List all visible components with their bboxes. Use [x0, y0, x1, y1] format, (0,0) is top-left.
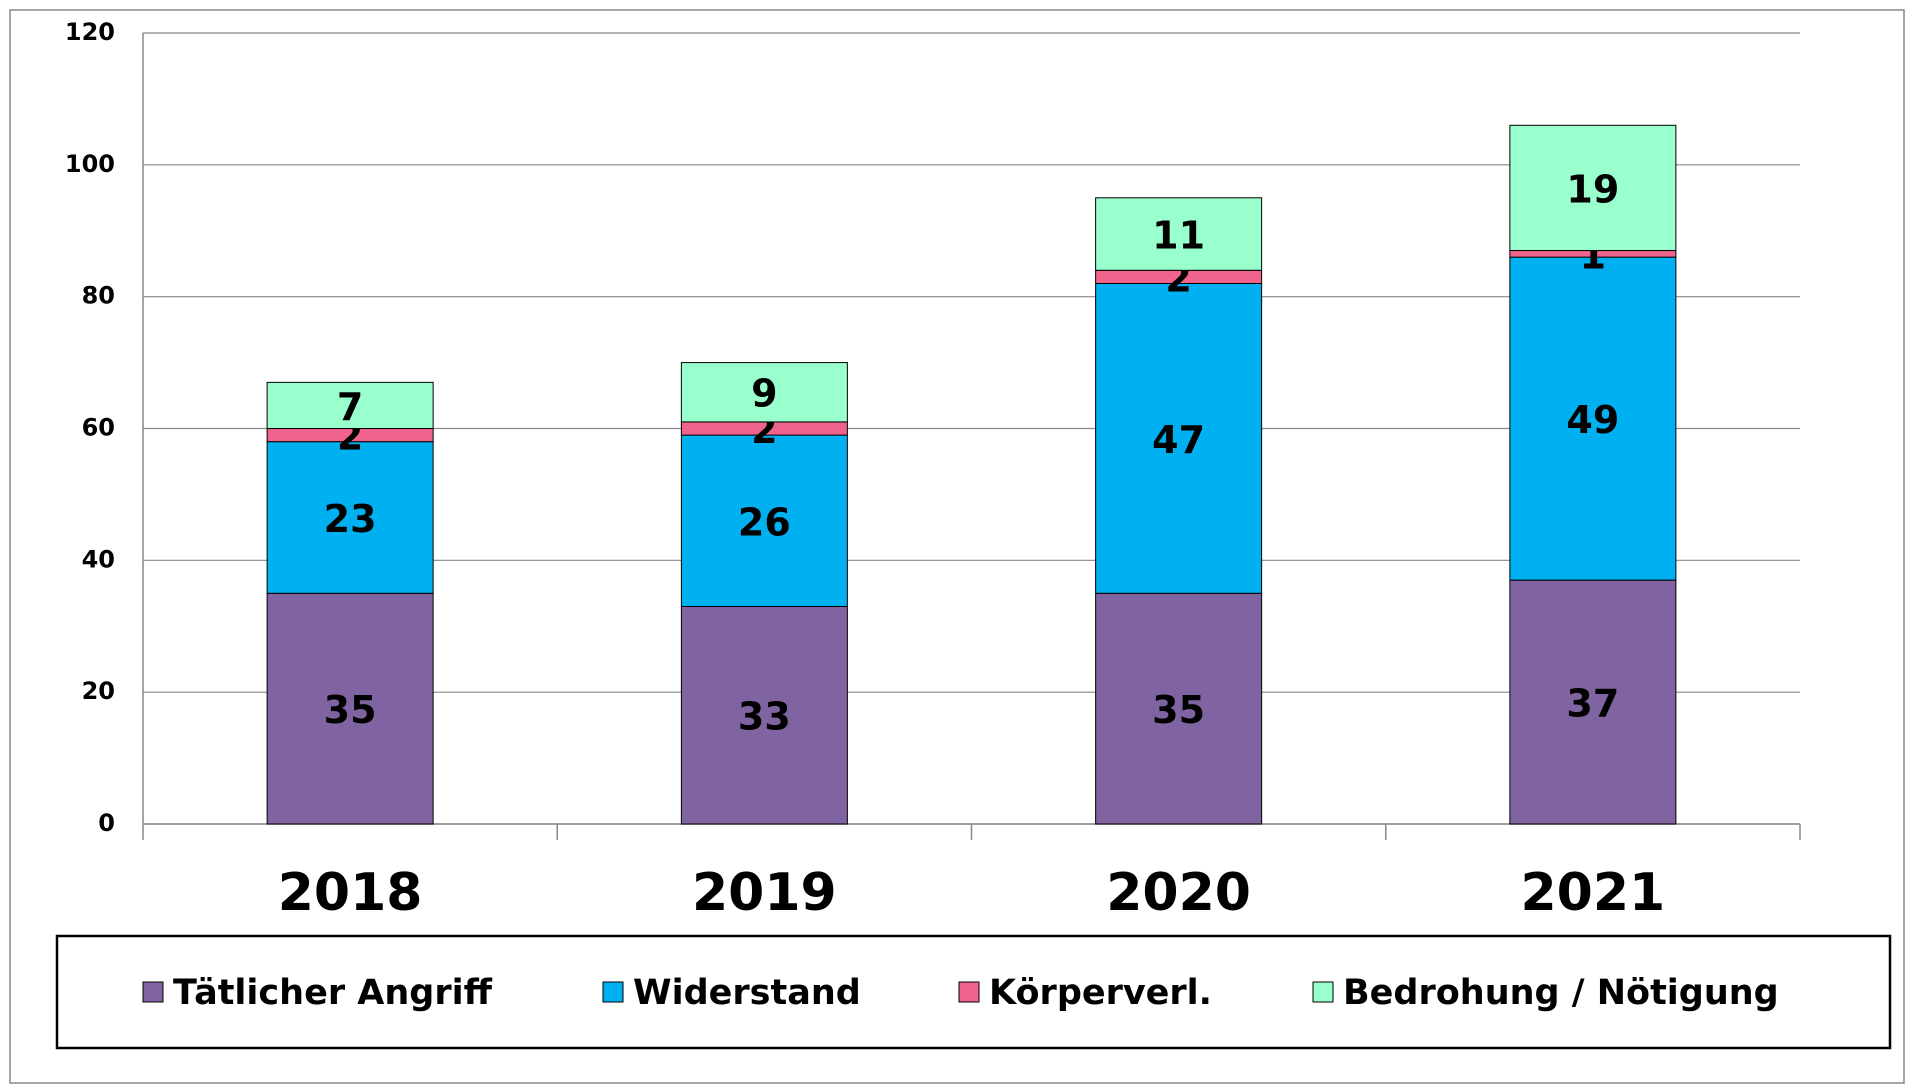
y-tick-label: 120	[65, 18, 115, 46]
bar-segment	[680, 434, 848, 607]
data-label: 7	[337, 385, 363, 429]
x-tick-label: 2021	[1521, 863, 1666, 923]
legend-marker	[602, 981, 624, 1003]
bar-segment	[1509, 256, 1677, 581]
data-label: 23	[324, 497, 377, 541]
bar-segment	[1095, 282, 1263, 594]
legend-marker	[1312, 981, 1334, 1003]
data-label: 35	[324, 688, 377, 732]
legend-label: Körperverl.	[989, 973, 1212, 1013]
y-tick-label: 80	[82, 282, 115, 310]
bar-segment	[1095, 197, 1263, 271]
y-tick-label: 100	[65, 150, 115, 178]
data-label: 49	[1566, 398, 1619, 442]
x-tick-label: 2019	[692, 863, 837, 923]
legend-marker	[958, 981, 980, 1003]
y-tick-label: 60	[82, 414, 115, 442]
data-label: 19	[1566, 167, 1619, 211]
legend-label: Widerstand	[633, 973, 861, 1013]
bar-segment	[680, 605, 848, 825]
x-tick-label: 2020	[1106, 863, 1251, 923]
bar-segment	[266, 441, 434, 594]
data-label: 26	[738, 500, 791, 544]
bar-segment	[680, 362, 848, 423]
data-label: 33	[738, 695, 791, 739]
bar-segment	[266, 592, 434, 825]
y-tick-label: 20	[82, 677, 115, 705]
bar-segment	[266, 381, 434, 430]
legend-label: Bedrohung / Nötigung	[1343, 973, 1779, 1013]
data-label: 9	[751, 372, 777, 416]
x-tick-label: 2018	[278, 863, 423, 923]
data-label: 11	[1152, 214, 1205, 258]
bar-segment	[1095, 592, 1263, 825]
data-label: 47	[1152, 418, 1205, 462]
y-tick-label: 0	[98, 809, 115, 837]
legend-marker	[142, 981, 164, 1003]
legend-label: Tätlicher Angriff	[173, 973, 493, 1013]
data-label: 37	[1566, 682, 1619, 726]
bar-segment	[1509, 124, 1677, 252]
y-tick-label: 40	[82, 545, 115, 573]
data-label: 35	[1152, 688, 1205, 732]
